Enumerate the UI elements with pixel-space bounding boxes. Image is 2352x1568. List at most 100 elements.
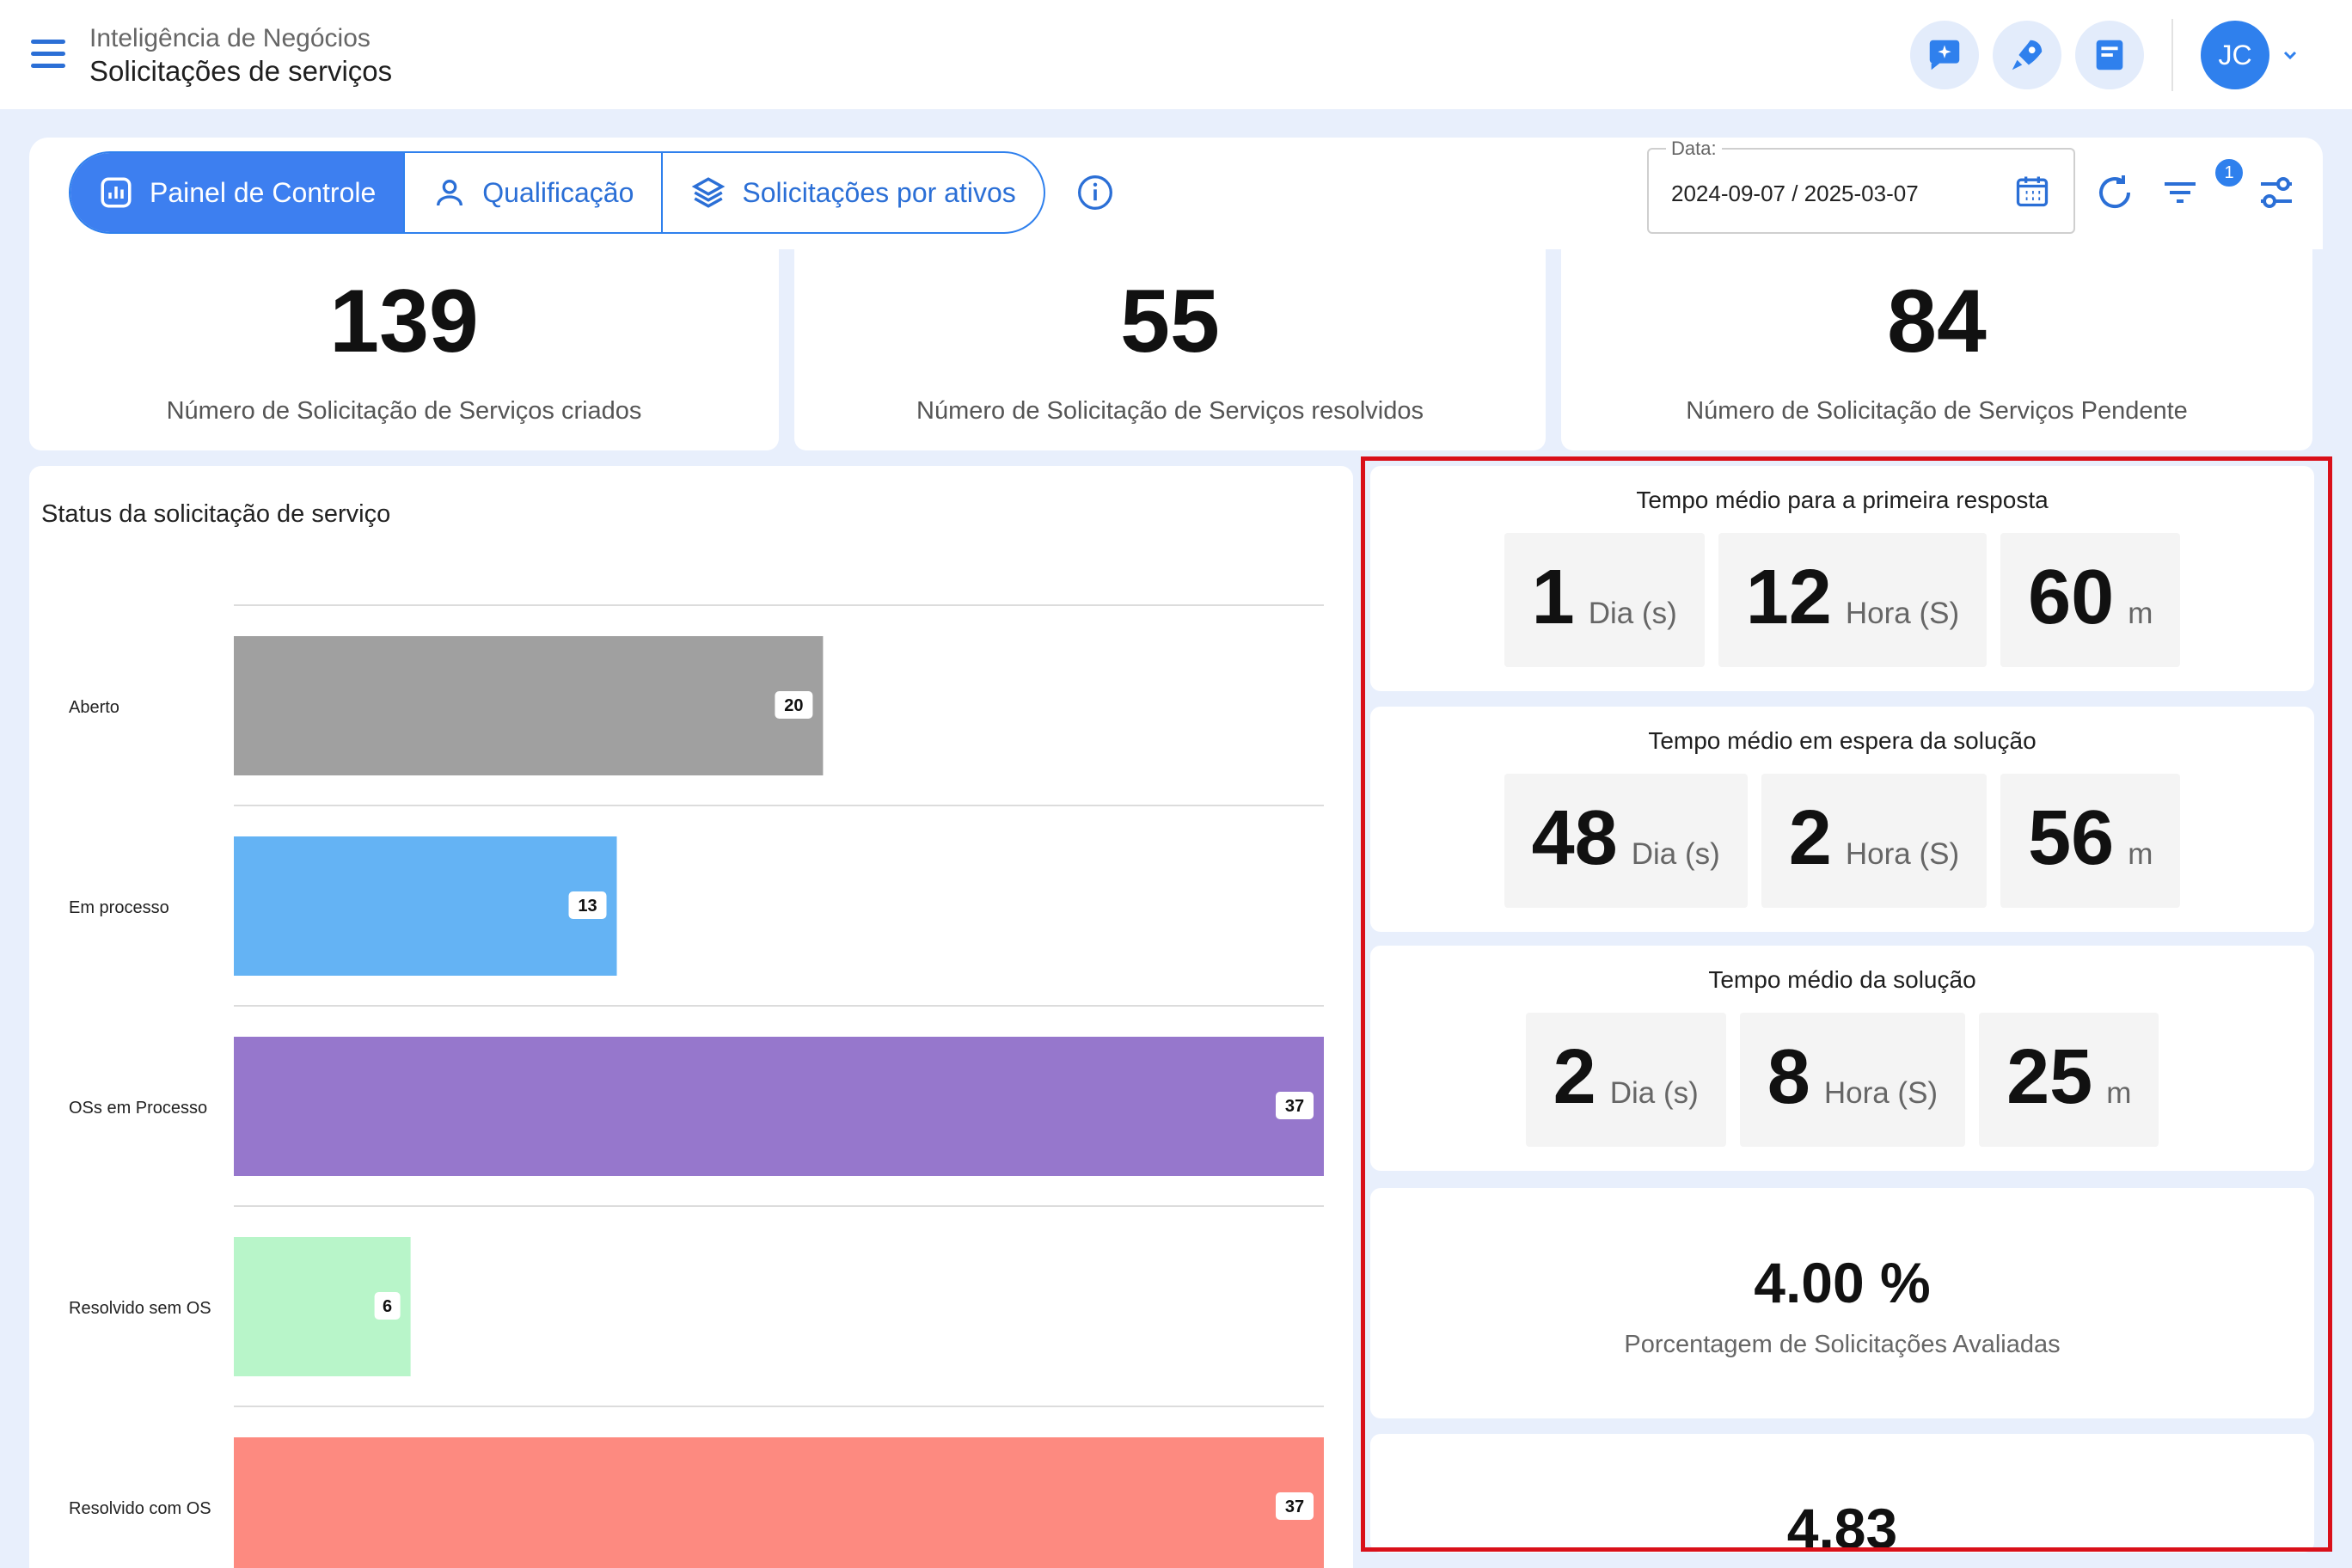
kpi-value: 84	[1887, 272, 1987, 371]
kpi-label: Número de Solicitação de Serviços Penden…	[1686, 397, 2188, 425]
first-response-card: Tempo médio para a primeira resposta 1 Di…	[1370, 466, 2314, 691]
settings-sliders-icon[interactable]	[2256, 172, 2297, 213]
tab-label: Painel de Controle	[150, 176, 377, 208]
calendar-icon[interactable]	[2013, 172, 2051, 210]
tab-label: Qualificação	[482, 176, 634, 208]
data-label: 20	[784, 696, 803, 715]
chat-button[interactable]	[1910, 21, 1979, 89]
hours-box: 8 Hora (S)	[1739, 1013, 1966, 1147]
minutes-value: 25	[2006, 1034, 2093, 1120]
user-icon	[437, 180, 463, 206]
kpi-value: 139	[329, 272, 479, 371]
data-label: 37	[1285, 1498, 1304, 1516]
days-value: 2	[1553, 1034, 1596, 1120]
hamburger-menu-icon[interactable]	[31, 40, 65, 69]
hours-box: 12 Hora (S)	[1718, 533, 1988, 667]
notes-button[interactable]	[2075, 21, 2144, 89]
page-title: Solicitações de serviços	[89, 55, 393, 87]
info-icon[interactable]	[1076, 174, 1114, 211]
time-values: 1 Dia (s) 12 Hora (S) 60 m	[1370, 533, 2314, 667]
kpi-value: 55	[1120, 272, 1220, 371]
hours-value: 8	[1767, 1034, 1810, 1120]
category-label: OSs em Processo	[69, 1099, 207, 1118]
data-label: 37	[1285, 1097, 1304, 1116]
bar-resolvido-com-os	[234, 1437, 1324, 1568]
days-box: 1 Dia (s)	[1504, 533, 1705, 667]
category-label: Em processo	[69, 898, 169, 917]
app-subtitle: Inteligência de Negócios	[89, 24, 371, 52]
kpi-created: 139 Número de Solicitação de Serviços cr…	[29, 249, 779, 450]
kpi-resolved: 55 Número de Solicitação de Serviços res…	[794, 249, 1546, 450]
rocket-icon	[2012, 40, 2043, 70]
category-label: Aberto	[69, 698, 119, 717]
minutes-box: 25 m	[1979, 1013, 2159, 1147]
days-box: 48 Dia (s)	[1504, 774, 1748, 908]
solution-time-card: Tempo médio da solução 2 Dia (s) 8 Hora (S…	[1370, 946, 2314, 1171]
status-chart-panel: Status da solicitação de serviço Aberto 2…	[29, 466, 1353, 1568]
top-header: Inteligência de Negócios Solicitações de…	[0, 0, 2352, 109]
category-label: Resolvido sem OS	[69, 1299, 211, 1318]
minutes-value: 60	[2028, 554, 2115, 640]
refresh-icon[interactable]	[2094, 172, 2135, 213]
kpi-label: Número de Solicitação de Serviços resolv…	[916, 397, 1424, 425]
launch-button[interactable]	[1993, 21, 2061, 89]
time-values: 48 Dia (s) 2 Hora (S) 56 m	[1370, 774, 2314, 908]
evaluated-percentage-card: 4.00 % Porcentagem de Solicitações Avali…	[1370, 1188, 2314, 1418]
time-values: 2 Dia (s) 8 Hora (S) 25 m	[1370, 1013, 2314, 1147]
data-label: 6	[383, 1297, 392, 1316]
days-value: 48	[1531, 795, 1618, 881]
dashboard-toolbar: Painel de Controle Qualificação Solicita…	[29, 138, 2323, 249]
bar-em-processo	[234, 836, 617, 976]
data-label-bg	[775, 691, 813, 719]
minutes-unit: m	[2128, 597, 2153, 630]
chart-title: Status da solicitação de serviço	[41, 500, 391, 528]
view-tabs: Painel de Controle Qualificação Solicita…	[69, 151, 1045, 234]
days-box: 2 Dia (s)	[1525, 1013, 1726, 1147]
days-unit: Dia (s)	[1588, 597, 1677, 630]
hours-value: 12	[1745, 554, 1832, 640]
filter-icon[interactable]	[2159, 172, 2201, 213]
hours-box: 2 Hora (S)	[1761, 774, 1988, 908]
days-unit: Dia (s)	[1631, 837, 1720, 871]
data-label-bg	[568, 891, 607, 919]
kpi-pending: 84 Número de Solicitação de Serviços Pen…	[1561, 249, 2312, 450]
date-range-value: 2024-09-07 / 2025-03-07	[1671, 181, 1919, 206]
kpi-label: Número de Solicitação de Serviços criado…	[166, 397, 642, 425]
tab-solicitacoes-por-ativos[interactable]: Solicitações por ativos	[661, 153, 1043, 232]
rating-card: 4.83	[1370, 1434, 2314, 1553]
header-divider	[2171, 19, 2173, 91]
tab-label: Solicitações por ativos	[742, 176, 1016, 208]
data-label-bg	[1276, 1492, 1314, 1520]
tab-painel-de-controle[interactable]: Painel de Controle	[70, 153, 404, 232]
layers-icon	[692, 177, 726, 208]
filter-count-badge: 1	[2213, 156, 2245, 189]
days-value: 1	[1531, 554, 1575, 640]
minutes-unit: m	[2106, 1076, 2132, 1110]
minutes-unit: m	[2128, 837, 2153, 871]
rating-value: 4.83	[1786, 1497, 1898, 1553]
card-title: Tempo médio para a primeira resposta	[1636, 487, 2049, 513]
evaluated-percentage-label: Porcentagem de Solicitações Avaliadas	[1624, 1331, 2061, 1358]
tab-qualificacao[interactable]: Qualificação	[403, 153, 661, 232]
avatar[interactable]: JC	[2201, 21, 2269, 89]
waiting-solution-card: Tempo médio em espera da solução 48 Dia (…	[1370, 707, 2314, 932]
date-label: Data:	[1666, 138, 1722, 160]
date-range-field[interactable]: Data: 2024-09-07 / 2025-03-07	[1647, 138, 2075, 234]
data-label-bg	[374, 1292, 401, 1320]
evaluated-percentage-value: 4.00 %	[1754, 1251, 1931, 1314]
bar-aberto	[234, 636, 824, 775]
card-title: Tempo médio da solução	[1708, 966, 1976, 993]
hours-unit: Hora (S)	[1845, 597, 1960, 630]
chat-sparkle-icon	[1929, 40, 1960, 70]
hours-unit: Hora (S)	[1845, 837, 1960, 871]
bar-oss-em-processo	[234, 1037, 1324, 1176]
minutes-box: 56 m	[2000, 774, 2181, 908]
minutes-box: 60 m	[2000, 533, 2181, 667]
chevron-down-icon[interactable]	[2280, 45, 2300, 65]
hours-unit: Hora (S)	[1823, 1076, 1939, 1110]
status-bar-chart: Aberto 20 Em processo 13 OSs em Processo 37 Re…	[69, 604, 1324, 1568]
chart-icon	[101, 177, 132, 208]
category-label: Resolvido com OS	[69, 1499, 211, 1518]
hours-value: 2	[1788, 795, 1832, 881]
days-unit: Dia (s)	[1609, 1076, 1699, 1110]
